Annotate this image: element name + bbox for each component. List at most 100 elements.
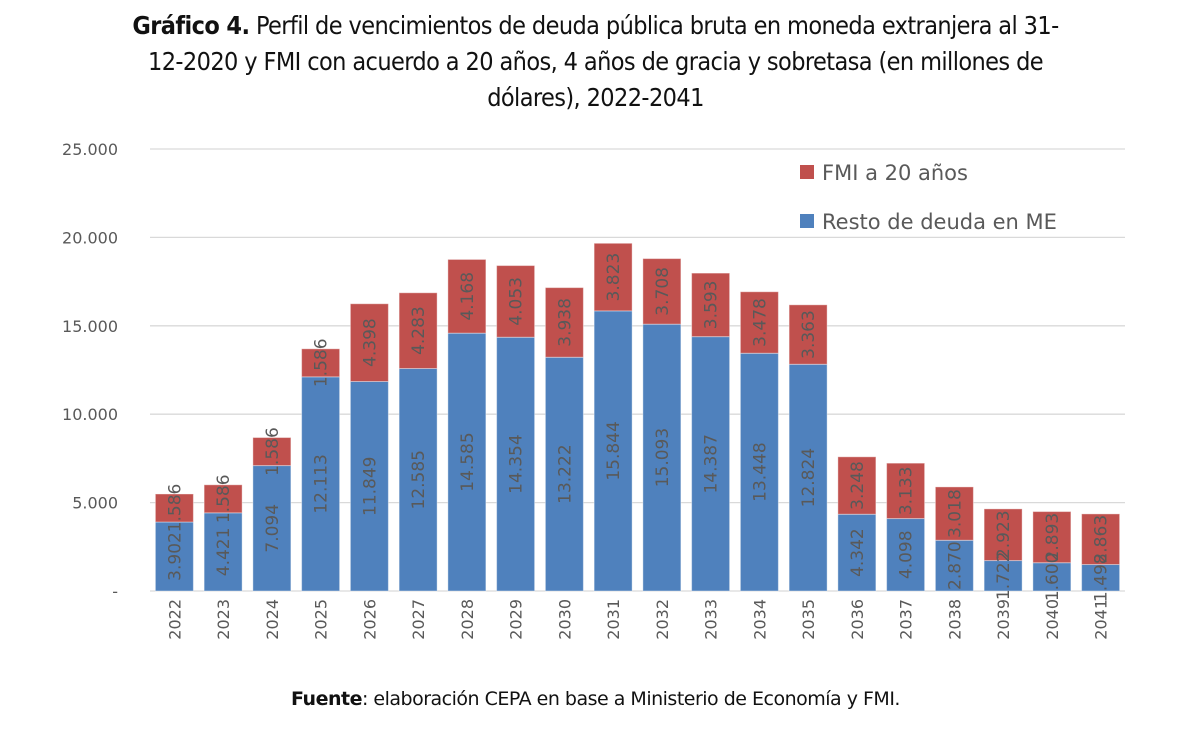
chart-title-line3: dólares), 2022-2041: [487, 83, 704, 112]
x-tick-label: 2028: [458, 599, 477, 640]
bar-fmi: [496, 265, 536, 338]
bar-fmi: [301, 348, 341, 378]
source-text: : elaboración CEPA en base a Ministerio …: [361, 688, 901, 710]
data-label: 12.113: [312, 454, 332, 513]
bar-fmi: [934, 486, 974, 541]
data-label: 3.363: [799, 310, 819, 359]
data-label: 3.708: [653, 267, 673, 316]
legend-swatch: [800, 165, 814, 179]
data-label: 4.168: [458, 272, 478, 321]
data-label: 13.448: [750, 442, 770, 501]
bar-fmi: [1081, 513, 1121, 566]
legend: FMI a 20 años Resto de deuda en ME: [800, 161, 1057, 234]
bar-fmi: [154, 493, 194, 523]
x-tick-label: 2024: [263, 599, 282, 640]
y-tick-label: 10.000: [62, 405, 118, 424]
chart-title-bold: Gráfico 4.: [132, 11, 250, 40]
data-label: 3.018: [945, 489, 965, 538]
data-label: 4.342: [848, 528, 868, 577]
bar-fmi: [788, 304, 828, 365]
bar-resto: [642, 323, 682, 592]
bar-resto: [934, 539, 974, 592]
data-label: 4.098: [897, 530, 917, 579]
y-tick-label: 20.000: [62, 228, 118, 247]
data-label: 3.938: [555, 298, 575, 347]
source-note: Fuente: elaboración CEPA en base a Minis…: [0, 688, 1191, 710]
x-tick-label: 2033: [702, 599, 721, 640]
x-tick-label: 2036: [848, 599, 867, 640]
y-tick-label: 15.000: [62, 317, 118, 336]
chart-title-line2: 12-2020 y FMI con acuerdo a 20 años, 4 a…: [147, 47, 1044, 76]
x-tick-label: 2022: [165, 599, 184, 640]
data-label: 4.283: [409, 306, 429, 355]
bar-resto: [788, 363, 828, 592]
data-label: 1.586: [165, 484, 185, 533]
bar-resto: [398, 367, 438, 592]
x-tick-label: 2026: [360, 599, 379, 640]
x-tick-label: 2037: [897, 599, 916, 640]
y-tick-label: -: [112, 582, 118, 601]
data-label: 3.478: [750, 298, 770, 347]
x-tick-label: 2025: [312, 599, 331, 640]
data-label: 3.823: [604, 253, 624, 302]
data-label: 14.387: [702, 434, 722, 493]
bar-fmi: [691, 272, 731, 338]
bar-fmi: [398, 292, 438, 369]
y-tick-label: 5.000: [72, 494, 118, 513]
x-tick-label: 2034: [750, 599, 769, 640]
data-label: 11.849: [360, 457, 380, 516]
data-label: 1.586: [214, 474, 234, 523]
legend-label: Resto de deuda en ME: [822, 210, 1057, 234]
bar-fmi: [1032, 511, 1072, 564]
chart-title-line1: Perfil de vencimientos de deuda pública …: [249, 11, 1059, 40]
bar-fmi: [983, 508, 1023, 562]
bar-resto: [301, 376, 341, 592]
bar-resto: [349, 381, 389, 592]
data-label: 2.893: [1043, 513, 1063, 562]
data-label: 7.094: [263, 504, 283, 553]
data-label: 13.222: [555, 444, 575, 503]
y-axis: - 5.000 10.000 15.000 20.000 25.000: [62, 140, 118, 601]
data-label: 4.421: [214, 528, 234, 577]
data-label: 4.053: [507, 277, 527, 326]
legend-label: FMI a 20 años: [822, 161, 968, 185]
x-tick-label: 2038: [945, 599, 964, 640]
y-tick-label: 25.000: [62, 140, 118, 159]
data-label: 2.863: [1092, 515, 1112, 564]
data-label: 14.585: [458, 432, 478, 491]
data-label: 4.398: [360, 318, 380, 367]
x-tick-label: 2040: [1043, 599, 1062, 640]
data-label: 1.586: [263, 427, 283, 476]
data-label: 1.600: [1043, 553, 1063, 602]
chart-title: Gráfico 4. Perfil de vencimientos de deu…: [0, 8, 1191, 116]
bar-fmi: [642, 258, 682, 325]
x-axis: 2022 2023 2024 2025 2026 2027 2028 2029 2030 2031…: [165, 599, 1110, 640]
bar-resto: [837, 513, 877, 592]
x-tick-label: 2032: [653, 599, 672, 640]
bar-fmi: [837, 456, 877, 515]
data-label: 1.722: [994, 551, 1014, 600]
bar-resto: [691, 336, 731, 592]
bar-fmi: [203, 484, 243, 514]
data-label: 15.093: [653, 428, 673, 487]
data-label: 15.844: [604, 421, 624, 480]
bar-resto: [252, 465, 292, 592]
data-label: 12.824: [799, 448, 819, 507]
data-label: 1.586: [312, 338, 332, 387]
x-tick-label: 2029: [507, 599, 526, 640]
data-label: 3.133: [897, 467, 917, 516]
x-tick-label: 2030: [555, 599, 574, 640]
bar-fmi: [252, 437, 292, 467]
source-label: Fuente: [291, 688, 362, 710]
x-tick-label: 2027: [409, 599, 428, 640]
data-label: 12.585: [409, 450, 429, 509]
data-label: 14.354: [507, 434, 527, 493]
bar-resto: [544, 356, 584, 592]
data-label: 3.248: [848, 461, 868, 510]
data-label: 1.498: [1092, 553, 1112, 602]
bar-resto: [496, 336, 536, 592]
x-tick-label: 2031: [604, 599, 623, 640]
data-label: 3.902: [165, 532, 185, 581]
x-tick-label: 2041: [1092, 599, 1111, 640]
bar-fmi: [886, 462, 926, 520]
